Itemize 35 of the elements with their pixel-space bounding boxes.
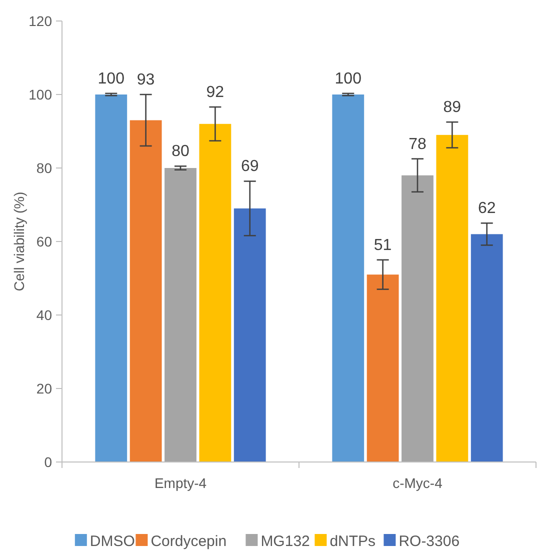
x-tick-label: Empty-4 xyxy=(154,475,207,491)
data-label: 92 xyxy=(206,84,224,101)
data-label: 69 xyxy=(240,158,259,176)
data-label: 100 xyxy=(98,70,125,88)
legend-label: DMSO xyxy=(90,533,135,550)
legend-label: dNTPs xyxy=(330,533,376,550)
data-label: 89 xyxy=(443,99,462,116)
bar xyxy=(332,94,364,462)
legend-label: RO-3306 xyxy=(398,533,460,550)
legend-label: MG132 xyxy=(260,533,310,550)
bar xyxy=(164,168,196,462)
y-tick-label: 100 xyxy=(28,86,52,102)
bar xyxy=(366,274,399,462)
x-tick-label: c-Myc-4 xyxy=(392,475,443,491)
data-label: 51 xyxy=(374,236,392,254)
y-axis-title: Cell viability (%) xyxy=(11,192,27,292)
bar xyxy=(95,94,128,462)
y-tick-label: 80 xyxy=(36,160,52,176)
data-label: 93 xyxy=(136,72,155,88)
bar xyxy=(470,234,503,462)
y-tick-label: 20 xyxy=(36,380,52,396)
y-tick-label: 60 xyxy=(36,233,52,250)
data-label: 100 xyxy=(334,70,362,88)
bar xyxy=(402,175,434,462)
y-tick-label: 0 xyxy=(44,454,52,470)
legend-label: Cordycepin xyxy=(150,533,227,550)
bar xyxy=(234,208,266,462)
bar xyxy=(199,124,232,462)
bar xyxy=(436,134,468,462)
data-label: 78 xyxy=(408,136,426,153)
data-label: 80 xyxy=(172,143,190,160)
y-tick-label: 120 xyxy=(28,12,52,29)
bar xyxy=(130,120,162,462)
data-label: 62 xyxy=(478,200,496,218)
y-tick-label: 40 xyxy=(36,306,52,323)
